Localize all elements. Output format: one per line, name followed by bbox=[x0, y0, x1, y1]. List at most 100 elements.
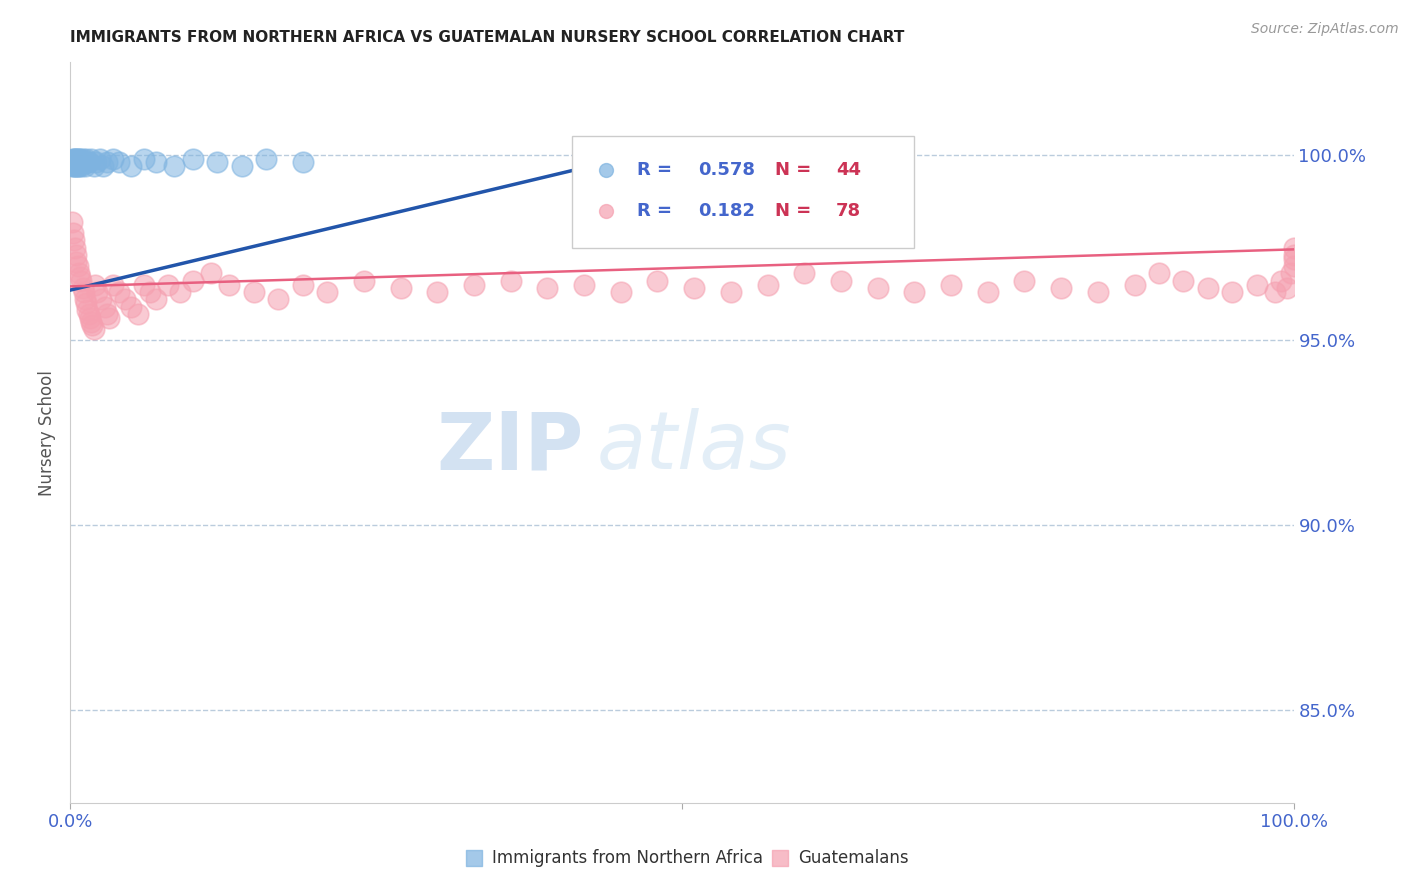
Text: 0.578: 0.578 bbox=[697, 161, 755, 178]
Point bbox=[267, 293, 290, 307]
Text: R =: R = bbox=[637, 202, 678, 219]
Point bbox=[72, 281, 94, 295]
Point bbox=[90, 293, 112, 307]
Point bbox=[634, 148, 657, 162]
Point bbox=[63, 152, 86, 166]
Point bbox=[121, 300, 143, 314]
Point bbox=[98, 310, 121, 325]
Point bbox=[683, 281, 706, 295]
Point bbox=[60, 214, 83, 228]
Point bbox=[163, 159, 186, 173]
Point bbox=[63, 152, 86, 166]
Point bbox=[793, 267, 815, 281]
Text: 0.182: 0.182 bbox=[697, 202, 755, 219]
Point bbox=[1087, 285, 1109, 299]
Point bbox=[67, 152, 90, 166]
Point bbox=[69, 152, 91, 166]
Point bbox=[499, 274, 522, 288]
Point bbox=[96, 307, 118, 321]
Point bbox=[756, 277, 779, 292]
Text: N =: N = bbox=[775, 202, 817, 219]
Point bbox=[86, 285, 108, 299]
Point bbox=[1197, 281, 1219, 295]
Point bbox=[62, 155, 84, 169]
Point bbox=[610, 285, 633, 299]
Point bbox=[62, 152, 84, 166]
Point bbox=[84, 155, 107, 169]
Point bbox=[132, 277, 155, 292]
Point bbox=[1264, 285, 1286, 299]
Point bbox=[1220, 285, 1243, 299]
Text: N =: N = bbox=[775, 161, 817, 178]
Point bbox=[63, 159, 86, 173]
Point bbox=[65, 152, 87, 166]
Text: R =: R = bbox=[637, 161, 678, 178]
Point bbox=[96, 155, 118, 169]
Point bbox=[67, 159, 90, 173]
Point bbox=[1277, 281, 1299, 295]
Point bbox=[101, 277, 124, 292]
Point bbox=[720, 285, 742, 299]
Point bbox=[1282, 248, 1305, 262]
Point bbox=[65, 248, 87, 262]
Point bbox=[291, 277, 314, 292]
Point bbox=[169, 285, 191, 299]
Point bbox=[1147, 267, 1170, 281]
Point bbox=[63, 241, 86, 255]
Point bbox=[291, 155, 314, 169]
Point bbox=[77, 155, 100, 169]
Point bbox=[65, 159, 87, 173]
Point bbox=[218, 277, 240, 292]
Point bbox=[181, 152, 204, 166]
Text: 44: 44 bbox=[837, 161, 860, 178]
Point bbox=[65, 255, 87, 269]
Point bbox=[69, 270, 91, 285]
Point bbox=[70, 274, 93, 288]
Point bbox=[75, 152, 97, 166]
Point bbox=[1173, 274, 1195, 288]
Point bbox=[83, 277, 105, 292]
Point bbox=[73, 293, 96, 307]
Point bbox=[73, 285, 96, 299]
Point bbox=[75, 296, 97, 310]
Point bbox=[572, 277, 595, 292]
Point bbox=[67, 267, 90, 281]
Point bbox=[77, 307, 100, 321]
Point bbox=[1279, 267, 1302, 281]
Point bbox=[76, 155, 98, 169]
Point bbox=[91, 159, 114, 173]
Point bbox=[976, 285, 998, 299]
Point bbox=[89, 152, 111, 166]
Point bbox=[121, 159, 143, 173]
Point bbox=[83, 322, 105, 336]
Point bbox=[63, 233, 86, 247]
Point bbox=[114, 293, 136, 307]
Y-axis label: Nursery School: Nursery School bbox=[38, 369, 56, 496]
Point bbox=[60, 159, 83, 173]
Point bbox=[72, 155, 94, 169]
Text: 78: 78 bbox=[837, 202, 860, 219]
Point bbox=[1014, 274, 1036, 288]
Point bbox=[181, 274, 204, 288]
Point bbox=[72, 152, 94, 166]
Point bbox=[1123, 277, 1146, 292]
Point bbox=[62, 226, 84, 240]
Point bbox=[66, 159, 89, 173]
Text: ZIP: ZIP bbox=[437, 409, 583, 486]
Point bbox=[316, 285, 339, 299]
Point bbox=[108, 285, 131, 299]
Point bbox=[1282, 252, 1305, 266]
Point bbox=[79, 310, 101, 325]
Point bbox=[243, 285, 266, 299]
Point bbox=[595, 888, 617, 892]
Point bbox=[127, 307, 149, 321]
Point bbox=[866, 281, 889, 295]
Point bbox=[1050, 281, 1073, 295]
Point bbox=[80, 315, 103, 329]
Point bbox=[231, 159, 253, 173]
Point bbox=[1282, 259, 1305, 273]
Point bbox=[254, 152, 277, 166]
Point bbox=[463, 277, 485, 292]
Text: Guatemalans: Guatemalans bbox=[799, 849, 908, 867]
Point bbox=[63, 155, 86, 169]
